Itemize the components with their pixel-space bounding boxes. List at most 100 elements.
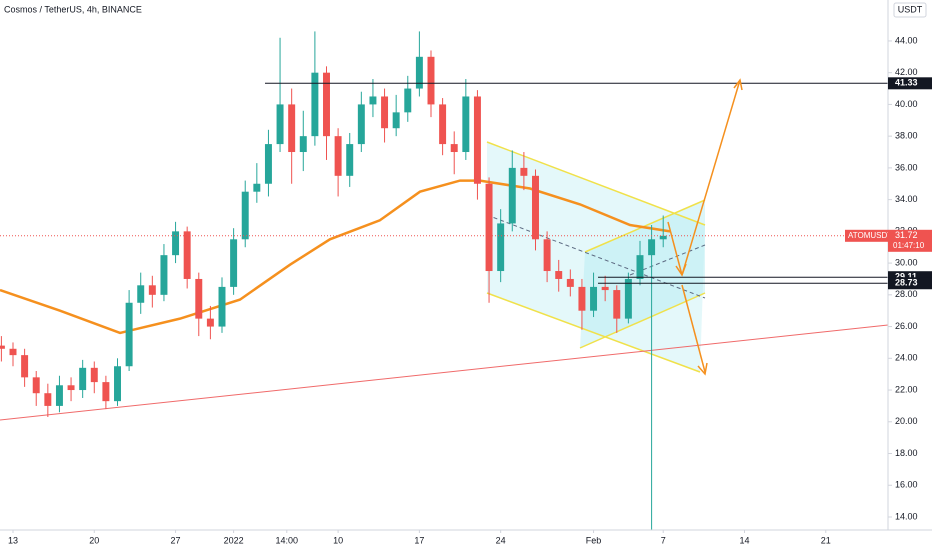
candle-body <box>601 286 609 291</box>
candle-body <box>555 271 563 279</box>
x-tick-label: 13 <box>8 535 18 545</box>
channel-line <box>584 199 706 253</box>
level-label: 41.33 <box>895 78 918 88</box>
arrow-head <box>733 78 743 91</box>
marks <box>0 31 888 530</box>
candle-body <box>241 191 249 240</box>
y-tick-label: 22.00 <box>895 384 918 394</box>
arrow <box>667 221 683 276</box>
candle-body <box>67 385 75 391</box>
symbol-label: ATOMUSDT <box>848 231 892 240</box>
y-tick-label: 36.00 <box>895 162 918 172</box>
candle-body <box>613 290 621 319</box>
y-tick-label: 30.00 <box>895 257 918 267</box>
candle-body <box>172 231 180 256</box>
y-tick-label: 34.00 <box>895 194 918 204</box>
candle-body <box>543 239 551 272</box>
candle-body <box>137 285 145 303</box>
x-tick-label: 21 <box>821 535 831 545</box>
y-tick-label: 40.00 <box>895 99 918 109</box>
candle-body <box>532 175 539 240</box>
candle-body <box>253 183 261 192</box>
candle-body <box>148 285 156 295</box>
x-tick-label: Feb <box>586 535 602 545</box>
channel-line <box>486 141 706 226</box>
y-tick-label: 38.00 <box>895 131 918 141</box>
channel-line <box>486 292 701 373</box>
chart-title: Cosmos / TetherUS, 4h, BINANCE <box>4 4 142 14</box>
candle-body <box>636 255 644 279</box>
y-tick-label: 28.00 <box>895 289 918 299</box>
candle-body <box>288 104 296 153</box>
candle-body <box>125 302 133 367</box>
candle-body <box>218 286 226 327</box>
candle-body <box>450 144 458 153</box>
candle-body <box>102 382 110 402</box>
x-tick-label: 7 <box>661 535 666 545</box>
candle-body <box>427 56 435 105</box>
candle-body <box>183 231 191 279</box>
y-tick-label: 18.00 <box>895 448 918 458</box>
candle-body <box>381 96 389 129</box>
candle-body <box>485 183 493 272</box>
candle-body <box>357 104 365 145</box>
candle-body <box>160 255 168 295</box>
candle-body <box>369 96 377 105</box>
candle-body <box>508 167 516 224</box>
y-tick-label: 24.00 <box>895 353 918 363</box>
y-tick-label: 14.00 <box>895 511 918 521</box>
arrow <box>681 284 706 373</box>
channel-line <box>579 292 706 349</box>
candle-body <box>473 96 481 184</box>
x-tick-label: 24 <box>496 535 506 545</box>
currency[interactable]: USDT <box>898 4 923 14</box>
level-tag <box>888 277 932 290</box>
candle-body <box>648 239 656 256</box>
candle-body <box>311 72 319 137</box>
candle-body <box>392 112 400 129</box>
candle-body <box>578 286 586 311</box>
candle-body <box>21 355 29 378</box>
moving-average <box>0 179 671 335</box>
candle-body <box>415 56 423 89</box>
y-tick-label: 26.00 <box>895 321 918 331</box>
candle-body <box>55 385 63 406</box>
candle-body <box>334 136 342 176</box>
candle-body <box>206 318 214 327</box>
candle-body <box>276 104 284 145</box>
candle-body <box>195 278 203 319</box>
candle-body <box>79 367 87 391</box>
arrow <box>681 79 741 276</box>
y-tick-label: 42.00 <box>895 67 918 77</box>
candle-body <box>566 278 574 287</box>
candle-body <box>9 348 17 356</box>
x-tick-label: 10 <box>333 535 343 545</box>
candle-body <box>299 136 307 153</box>
y-tick-label: 44.00 <box>895 35 918 45</box>
x-tick-label: 2022 <box>224 535 244 545</box>
candle-body <box>346 144 354 176</box>
level-tag <box>888 77 932 90</box>
time-axis <box>0 530 888 550</box>
x-tick-label: 14:00 <box>276 535 299 545</box>
candle-body <box>590 286 598 311</box>
candle-body <box>323 72 330 137</box>
level-label: 29.11 <box>895 272 917 282</box>
symbol-tag <box>845 229 888 242</box>
arrows <box>667 78 743 376</box>
candle-body <box>497 223 505 272</box>
dashed-line <box>486 214 706 299</box>
x-tick-label: 17 <box>414 535 424 545</box>
candle-body <box>90 367 98 383</box>
currency-button[interactable] <box>893 2 927 18</box>
candle-body <box>264 144 272 184</box>
candle-body <box>520 167 528 176</box>
candle-body <box>462 96 470 153</box>
x-tick-label: 14 <box>739 535 749 545</box>
x-tick-label: 27 <box>171 535 181 545</box>
level-label: 28.73 <box>895 278 918 288</box>
drawings <box>0 141 889 421</box>
candle-body <box>624 278 632 319</box>
candle-body <box>44 393 52 406</box>
